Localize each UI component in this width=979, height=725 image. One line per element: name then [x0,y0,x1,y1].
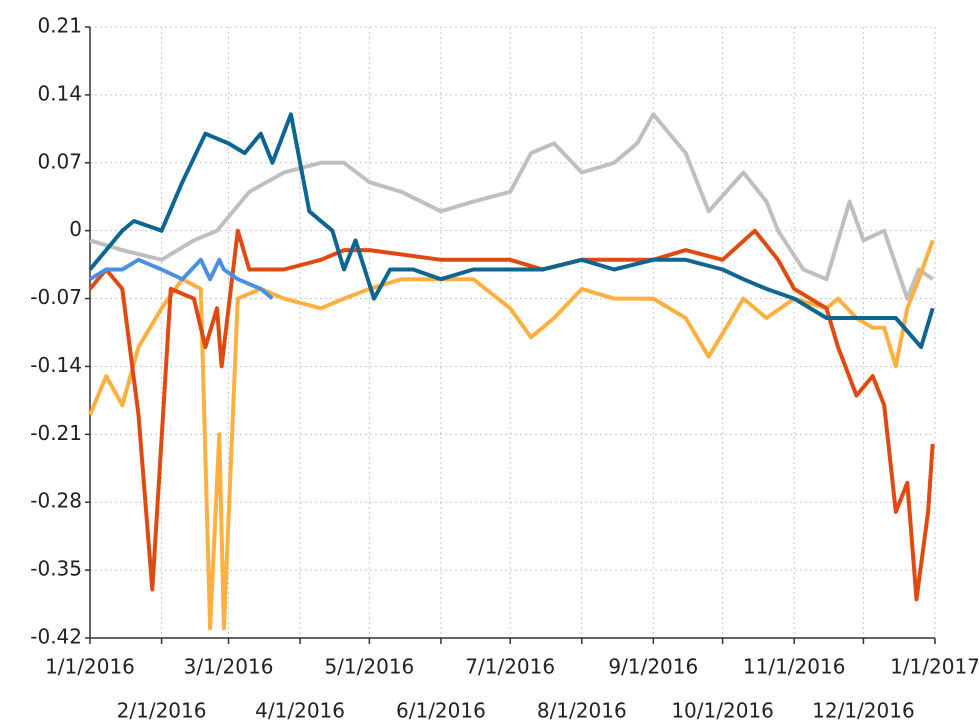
series-line [88,257,274,301]
y-tick-label: 0 [69,217,82,241]
x-tick-label: 7/1/2016 [465,655,555,679]
x-tick-label: 2/1/2016 [117,699,207,723]
x-tick-label: 5/1/2016 [324,655,414,679]
x-tick-label: 9/1/2016 [608,655,698,679]
series-line [88,228,935,602]
y-tick-label: -0.42 [30,625,82,649]
x-tick-label: 6/1/2016 [396,699,486,723]
x-tick-label: 10/1/2016 [671,699,774,723]
y-tick-label: -0.14 [30,353,82,377]
series-line [88,112,935,349]
x-tick-label: 1/1/2017 [890,655,979,679]
series-line [88,239,935,631]
x-tick-label: 1/1/2016 [45,655,135,679]
x-tick-label: 11/1/2016 [743,655,846,679]
x-tick-label: 4/1/2016 [255,699,345,723]
series-line [89,112,934,301]
y-tick-label: -0.28 [30,489,82,513]
y-tick-label: 0.14 [37,81,82,105]
x-tick-label: 12/1/2016 [812,699,915,723]
y-tick-label: 0.21 [37,14,82,38]
x-tick-label: 3/1/2016 [184,655,274,679]
y-tick-label: -0.35 [30,557,82,581]
y-tick-label: -0.07 [30,285,82,309]
y-tick-label: 0.07 [37,149,82,173]
y-tick-label: -0.21 [30,421,82,445]
x-tick-label: 8/1/2016 [537,699,627,723]
